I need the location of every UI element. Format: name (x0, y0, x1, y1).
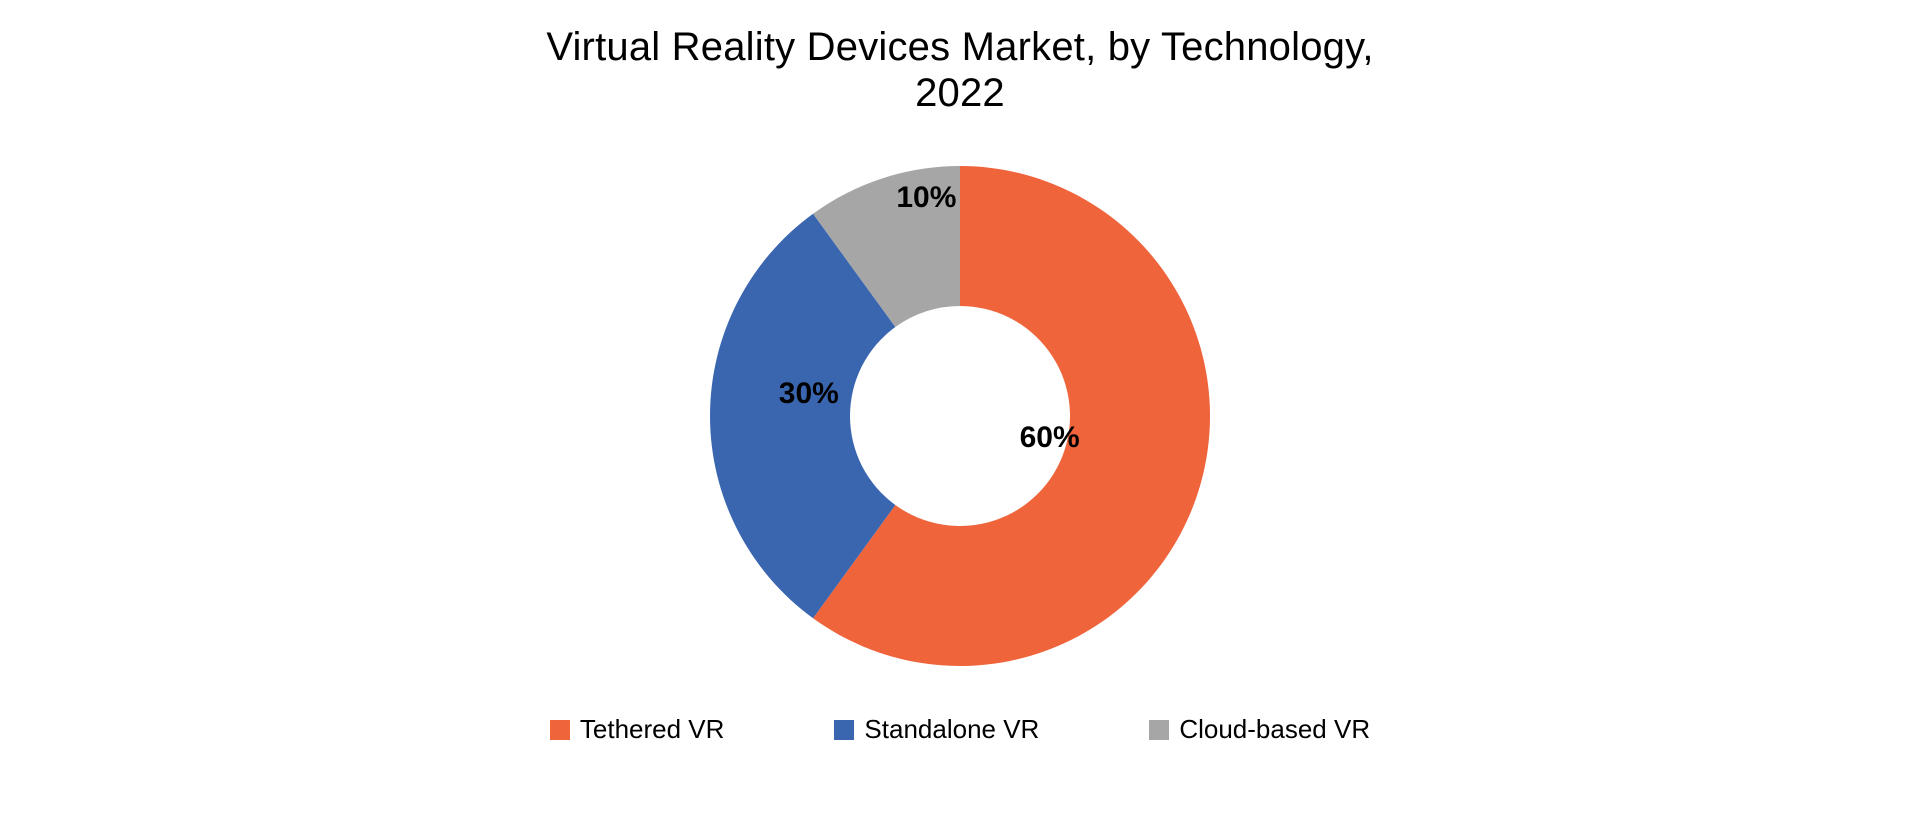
legend-item-tethered-vr: Tethered VR (550, 714, 725, 745)
donut-svg (680, 136, 1240, 696)
legend-item-standalone-vr: Standalone VR (834, 714, 1039, 745)
slice-label-tethered-vr: 60% (1020, 421, 1080, 455)
donut-chart: 60% 30% 10% (680, 136, 1240, 696)
legend-item-cloud-based-vr: Cloud-based VR (1149, 714, 1370, 745)
legend-swatch (550, 720, 570, 740)
chart-title-line1: Virtual Reality Devices Market, by Techn… (546, 24, 1373, 70)
legend: Tethered VR Standalone VR Cloud-based VR (550, 714, 1370, 745)
chart-title-line2: 2022 (546, 70, 1373, 116)
slice-label-cloud-based-vr: 10% (896, 181, 956, 215)
legend-swatch (834, 720, 854, 740)
legend-swatch (1149, 720, 1169, 740)
chart-container: Virtual Reality Devices Market, by Techn… (0, 0, 1920, 818)
donut-slices (710, 166, 1210, 666)
legend-label: Tethered VR (580, 714, 725, 745)
legend-label: Cloud-based VR (1179, 714, 1370, 745)
legend-label: Standalone VR (864, 714, 1039, 745)
chart-title: Virtual Reality Devices Market, by Techn… (546, 24, 1373, 116)
slice-label-standalone-vr: 30% (779, 377, 839, 411)
